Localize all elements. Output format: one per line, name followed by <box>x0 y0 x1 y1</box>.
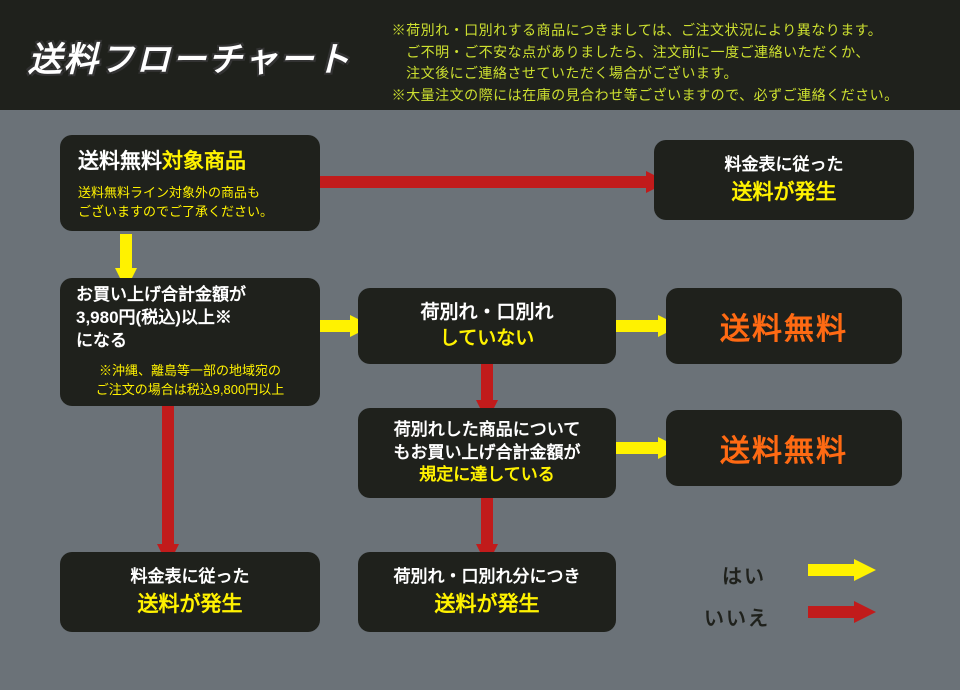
page-title: 送料フローチャート <box>28 32 352 81</box>
header-notes: ※荷別れ・口別れする商品につきましては、ご注文状況により異なります。 ご不明・ご… <box>392 18 899 107</box>
node-split-meets-rule: 荷別れした商品について もお買い上げ合計金額が 規定に達している <box>358 408 616 498</box>
legend-no-label: いいえ <box>704 602 770 631</box>
flowchart-canvas: 送料無料 対象商品 送料無料ライン対象外の商品も ございますのでご了承ください。… <box>0 110 960 690</box>
node-b-l1: 料金表に従った <box>725 154 844 177</box>
node-a-sub: 送料無料ライン対象外の商品も ございますのでご了承ください。 <box>78 183 273 222</box>
node-e-label: 送料無料 <box>720 304 848 348</box>
node-i-l1: 荷別れ・口別れ分につき <box>394 566 581 589</box>
node-free-shipping-products: 送料無料 対象商品 送料無料ライン対象外の商品も ございますのでご了承ください。 <box>60 135 320 231</box>
node-total-amount: お買い上げ合計金額が 3,980円(税込)以上※ になる ※沖縄、離島等一部の地… <box>60 278 320 406</box>
legend-yes-label: はい <box>722 560 766 589</box>
node-b-l2: 送料が発生 <box>732 176 837 206</box>
node-i-l2: 送料が発生 <box>435 588 540 618</box>
header-bar: 送料フローチャート ※荷別れ・口別れする商品につきましては、ご注文状況により異な… <box>0 0 960 110</box>
note-line: 注文後にご連絡させていただく場合がございます。 <box>392 63 899 85</box>
node-f-l1: 荷別れした商品について <box>394 419 581 442</box>
node-free-1: 送料無料 <box>666 288 902 364</box>
node-f-l3: 規定に達している <box>419 464 555 487</box>
node-fee-table-top: 料金表に従った 送料が発生 <box>654 140 914 220</box>
node-split-fee: 荷別れ・口別れ分につき 送料が発生 <box>358 552 616 632</box>
note-line: ※荷別れ・口別れする商品につきましては、ご注文状況により異なります。 <box>392 20 899 42</box>
node-no-split: 荷別れ・口別れ していない <box>358 288 616 364</box>
node-d-l1: 荷別れ・口別れ <box>420 300 553 326</box>
node-fee-table-left: 料金表に従った 送料が発生 <box>60 552 320 632</box>
note-line: ご不明・ご不安な点がありましたら、注文前に一度ご連絡いただくか、 <box>392 42 899 64</box>
node-g-label: 送料無料 <box>720 426 848 470</box>
node-h-l2: 送料が発生 <box>138 588 243 618</box>
node-f-l2: もお買い上げ合計金額が <box>394 442 581 465</box>
node-d-l2: していない <box>440 326 534 352</box>
node-c-l1: お買い上げ合計金額が <box>76 284 246 307</box>
node-c-foot: ※沖縄、離島等一部の地域宛の ご注文の場合は税込9,800円以上 <box>76 361 304 400</box>
node-c-l2: 3,980円(税込)以上※ <box>76 307 232 330</box>
node-free-2: 送料無料 <box>666 410 902 486</box>
node-c-l3: になる <box>76 330 127 353</box>
node-a-title-part1: 送料無料 <box>78 145 162 175</box>
node-a-title-part2: 対象商品 <box>162 145 246 175</box>
node-h-l1: 料金表に従った <box>131 566 250 589</box>
note-line: ※大量注文の際には在庫の見合わせ等ございますので、必ずご連絡ください。 <box>392 85 899 107</box>
